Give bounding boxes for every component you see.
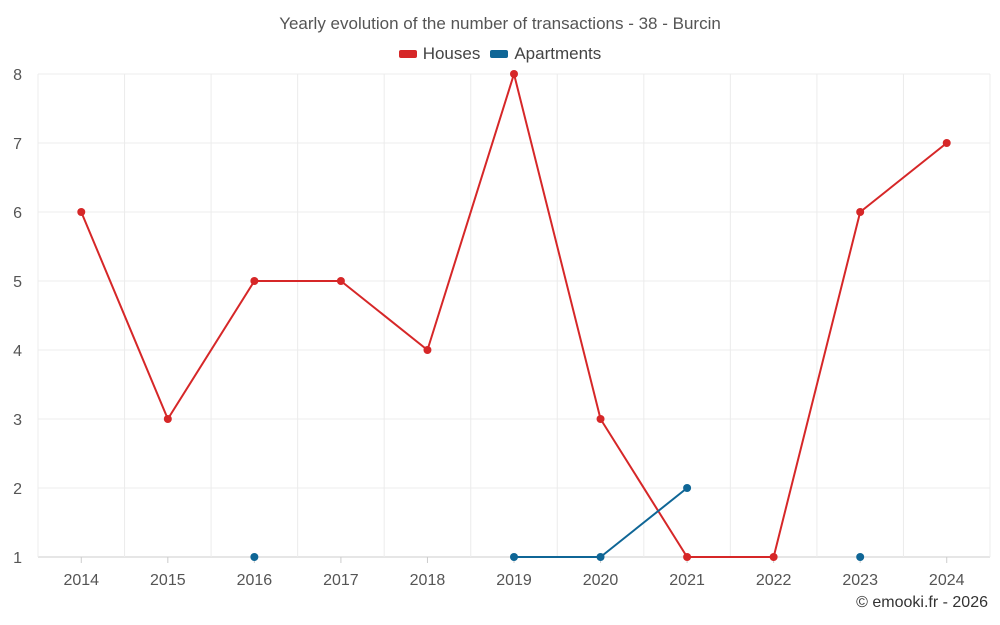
series-points bbox=[77, 70, 951, 561]
y-tick-label: 6 bbox=[13, 205, 22, 222]
data-point-apartments[interactable] bbox=[250, 553, 259, 561]
y-tick-label: 2 bbox=[13, 481, 22, 498]
y-tick-label: 8 bbox=[13, 67, 22, 84]
data-point-apartments[interactable] bbox=[596, 553, 605, 561]
credit-text: © emooki.fr - 2026 bbox=[856, 594, 988, 611]
legend-label-houses: Houses bbox=[422, 44, 481, 63]
y-tick-label: 4 bbox=[13, 343, 22, 360]
legend-label-apartments: Apartments bbox=[514, 44, 602, 63]
data-point-houses[interactable] bbox=[856, 208, 865, 216]
x-tick-label: 2022 bbox=[756, 572, 792, 589]
x-tick-label: 2018 bbox=[410, 572, 446, 589]
legend-item-apartments[interactable]: Apartments bbox=[490, 44, 601, 64]
x-tick-label: 2024 bbox=[929, 572, 965, 589]
data-point-houses[interactable] bbox=[942, 139, 951, 147]
y-axis: 1 2 3 4 5 6 7 8 bbox=[13, 67, 22, 567]
y-tick-label: 5 bbox=[13, 274, 22, 291]
data-point-houses[interactable] bbox=[423, 346, 432, 354]
data-point-houses[interactable] bbox=[596, 415, 605, 423]
series-line-apartments bbox=[514, 487, 688, 558]
x-tick-label: 2023 bbox=[842, 572, 878, 589]
legend-item-houses[interactable]: Houses bbox=[398, 44, 481, 64]
legend-swatch-houses bbox=[398, 50, 417, 58]
grid bbox=[37, 73, 991, 558]
data-point-apartments[interactable] bbox=[683, 484, 692, 492]
y-tick-label: 3 bbox=[13, 412, 22, 429]
data-point-houses[interactable] bbox=[769, 553, 778, 561]
data-point-houses[interactable] bbox=[163, 415, 172, 423]
legend-swatch-apartments bbox=[490, 50, 509, 58]
data-point-apartments[interactable] bbox=[510, 553, 518, 561]
y-tick-label: 7 bbox=[13, 136, 22, 153]
legend: Houses Apartments bbox=[0, 44, 1000, 64]
x-tick-label: 2016 bbox=[237, 572, 273, 589]
data-point-houses[interactable] bbox=[250, 277, 259, 285]
x-tick-label: 2017 bbox=[323, 572, 359, 589]
data-point-houses[interactable] bbox=[336, 277, 345, 285]
chart-title: Yearly evolution of the number of transa… bbox=[279, 14, 721, 33]
x-tick-label: 2019 bbox=[496, 572, 532, 589]
data-point-houses[interactable] bbox=[77, 208, 86, 216]
x-tick-label: 2021 bbox=[669, 572, 705, 589]
data-point-houses[interactable] bbox=[683, 553, 692, 561]
data-point-apartments[interactable] bbox=[856, 553, 865, 561]
data-point-houses[interactable] bbox=[510, 70, 518, 78]
x-tick-label: 2015 bbox=[150, 572, 186, 589]
y-tick-label: 1 bbox=[13, 550, 22, 567]
x-axis: 2014 2015 2016 2017 2018 2019 2020 2021 2022 2023… bbox=[63, 557, 965, 589]
x-tick-label: 2020 bbox=[583, 572, 619, 589]
x-tick-label: 2014 bbox=[63, 572, 99, 589]
